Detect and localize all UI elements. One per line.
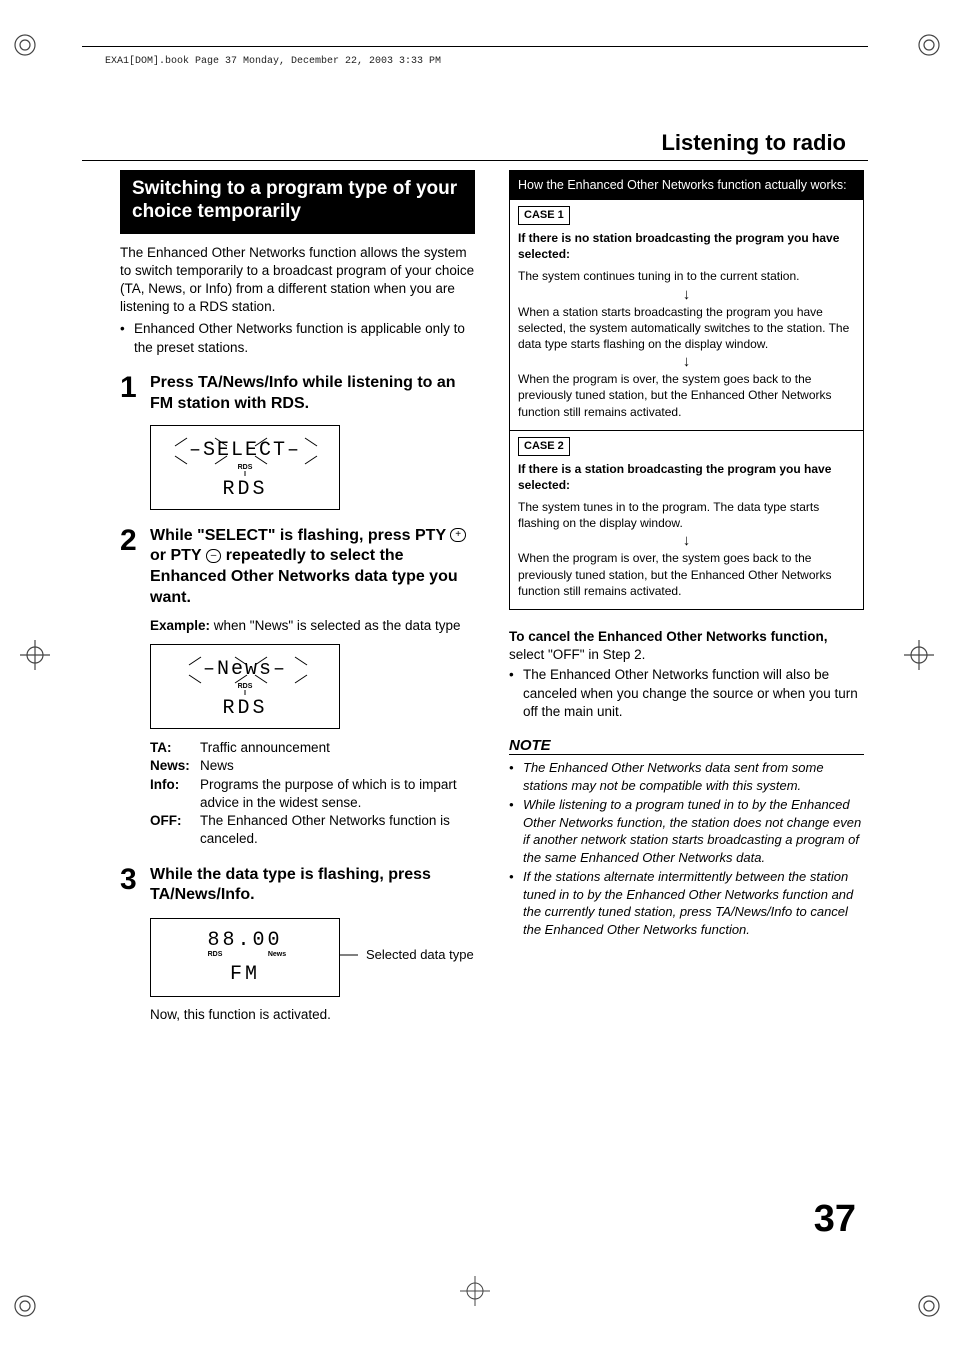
definitions-table: TA: Traffic announcement News: News Info… [150, 739, 475, 848]
case-head: If there is a station broadcasting the p… [518, 461, 855, 493]
step2-example: Example: when "News" is selected as the … [150, 617, 475, 635]
minus-icon: – [206, 549, 222, 563]
bullet-text: Enhanced Other Networks function is appl… [134, 320, 475, 356]
callout-line [340, 935, 360, 975]
lcd-svg: –SELECT– RDS RDS [155, 432, 335, 498]
cancel-tail: select "OFF" in Step 2. [509, 647, 645, 662]
bullet-icon: • [509, 868, 523, 938]
lcd-svg: –News– RDS RDS [155, 651, 335, 717]
section-title: Listening to radio [661, 130, 846, 156]
cancel-block: To cancel the Enhanced Other Networks fu… [509, 628, 864, 721]
lcd-bottom-text: RDS [222, 697, 267, 717]
lcd3-label: Selected data type [366, 947, 474, 963]
table-row: News: News [150, 757, 475, 775]
example-text: when "News" is selected as the data type [210, 618, 460, 633]
how-it-works-box: How the Enhanced Other Networks function… [509, 170, 864, 610]
case-head: If there is no station broadcasting the … [518, 230, 855, 262]
note-text: The Enhanced Other Networks data sent fr… [523, 759, 864, 794]
header-metadata: EXA1[DOM].book Page 37 Monday, December … [105, 56, 441, 67]
case-tag: CASE 2 [518, 437, 570, 456]
note-item: • While listening to a program tuned in … [509, 796, 864, 866]
lcd-display-3: 88.00 RDS News FM [150, 918, 340, 997]
cancel-head: To cancel the Enhanced Other Networks fu… [509, 629, 828, 644]
bullet-icon: • [509, 666, 523, 721]
def-key: News: [150, 757, 200, 775]
step-text: Press TA/News/Info while listening to an… [150, 373, 475, 415]
lcd-bottom-text: FM [230, 963, 260, 985]
case-text: The system continues tuning in to the cu… [518, 268, 855, 284]
table-row: TA: Traffic announcement [150, 739, 475, 757]
intro-paragraph: The Enhanced Other Networks function all… [120, 244, 475, 317]
step-number: 2 [120, 526, 150, 635]
step2-part-a: While "SELECT" is flashing, press PTY [150, 527, 450, 544]
case-text: When a station starts broadcasting the p… [518, 304, 855, 353]
note-list: • The Enhanced Other Networks data sent … [509, 759, 864, 938]
case-text: When the program is over, the system goe… [518, 371, 855, 420]
note-item: • If the stations alternate intermittent… [509, 868, 864, 938]
def-val: The Enhanced Other Networks function is … [200, 812, 475, 848]
rule [82, 160, 868, 161]
lcd-display-1: –SELECT– RDS RDS [150, 425, 340, 510]
step-text: While the data type is flashing, press T… [150, 865, 475, 907]
arrow-down-icon: ↓ [518, 533, 855, 548]
lcd-rds-label: RDS [238, 464, 253, 471]
page: EXA1[DOM].book Page 37 Monday, December … [0, 0, 954, 1351]
rule [82, 46, 868, 47]
table-row: Info: Programs the purpose of which is t… [150, 776, 475, 812]
note-text: While listening to a program tuned in to… [523, 796, 864, 866]
def-val: News [200, 757, 475, 775]
lcd-top-text: –News– [203, 658, 287, 681]
case-tag: CASE 1 [518, 206, 570, 225]
case-1: CASE 1 If there is no station broadcasti… [510, 199, 863, 430]
note-text: If the stations alternate intermittently… [523, 868, 864, 938]
lcd-news-label: News [268, 951, 286, 958]
example-label: Example: [150, 618, 210, 633]
lcd-rds-label: RDS [208, 951, 223, 958]
bullet-icon: • [120, 320, 134, 356]
note-item: • The Enhanced Other Networks data sent … [509, 759, 864, 794]
intro-bullet: • Enhanced Other Networks function is ap… [120, 320, 475, 356]
left-column: Switching to a program type of your choi… [120, 170, 475, 1261]
step-number: 1 [120, 373, 150, 415]
plus-icon: + [450, 528, 466, 542]
lcd-display-3-row: 88.00 RDS News FM Selected data type [150, 912, 475, 997]
def-key: Info: [150, 776, 200, 812]
lcd-display-2: –News– RDS RDS [150, 644, 340, 729]
bullet-icon: • [509, 796, 523, 866]
content-columns: Switching to a program type of your choi… [120, 170, 864, 1261]
def-val: Programs the purpose of which is to impa… [200, 776, 475, 812]
case-text: When the program is over, the system goe… [518, 550, 855, 599]
bullet-icon: • [509, 759, 523, 794]
lcd-svg: 88.00 RDS News FM [155, 925, 335, 985]
note-heading: NOTE [509, 737, 864, 755]
case-2: CASE 2 If there is a station broadcastin… [510, 430, 863, 609]
arrow-down-icon: ↓ [518, 287, 855, 302]
post-step-text: Now, this function is activated. [150, 1007, 475, 1022]
bullet-text: The Enhanced Other Networks function wil… [523, 666, 864, 721]
lcd-bottom-text: RDS [222, 478, 267, 498]
step-text: While "SELECT" is flashing, press PTY + … [150, 526, 475, 635]
lcd-rds-label: RDS [238, 683, 253, 690]
step-3: 3 While the data type is flashing, press… [120, 865, 475, 907]
table-row: OFF: The Enhanced Other Networks functio… [150, 812, 475, 848]
def-key: OFF: [150, 812, 200, 848]
case-text: The system tunes in to the program. The … [518, 499, 855, 531]
step-1: 1 Press TA/News/Info while listening to … [120, 373, 475, 415]
how-head: How the Enhanced Other Networks function… [510, 171, 863, 199]
step-number: 3 [120, 865, 150, 907]
def-key: TA: [150, 739, 200, 757]
lcd-top-text: 88.00 [207, 929, 282, 952]
heading-box: Switching to a program type of your choi… [120, 170, 475, 234]
right-column: How the Enhanced Other Networks function… [509, 170, 864, 1261]
step2-part-b: or PTY [150, 547, 206, 564]
lcd-top-text: –SELECT– [189, 439, 301, 462]
page-number: 37 [814, 1198, 856, 1241]
step-2: 2 While "SELECT" is flashing, press PTY … [120, 526, 475, 635]
def-val: Traffic announcement [200, 739, 475, 757]
arrow-down-icon: ↓ [518, 354, 855, 369]
cancel-bullet: • The Enhanced Other Networks function w… [509, 666, 864, 721]
